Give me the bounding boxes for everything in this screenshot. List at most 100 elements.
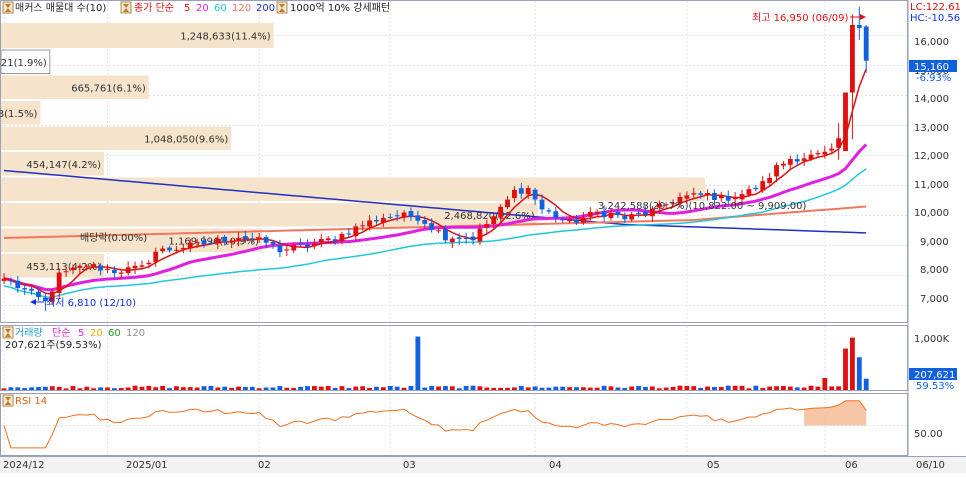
- volume-axis: 1,000K 207,621 59.53%: [909, 334, 957, 392]
- rsi-settings-icon[interactable]: [2, 394, 14, 407]
- volume-bar: [649, 386, 655, 390]
- volume-bar: [236, 386, 241, 390]
- ma-legend-icon[interactable]: [120, 1, 132, 14]
- volume-bar: [498, 387, 504, 390]
- candle-body: [408, 210, 414, 218]
- candle-body: [401, 212, 407, 218]
- ma-200-line: [3, 169, 867, 234]
- volume-bar: [84, 386, 90, 390]
- volume-bar: [712, 387, 717, 390]
- candle-body: [594, 211, 600, 214]
- candle-body: [36, 291, 41, 298]
- volume-bar: [311, 386, 317, 390]
- price-tick: 16,000: [914, 37, 949, 48]
- price-tick: 14,000: [914, 94, 949, 105]
- volume-bar: [56, 386, 62, 390]
- volume-bar: [629, 386, 635, 390]
- candle-body: [580, 217, 586, 223]
- hc-value: HC:-10.56: [910, 13, 960, 24]
- volume-ma-60: 60: [108, 328, 121, 339]
- volume-bar: [15, 387, 21, 390]
- volume-bar: [532, 386, 538, 390]
- pattern-icon[interactable]: [276, 1, 288, 14]
- candle-body: [243, 236, 248, 239]
- volume-bar: [643, 387, 648, 390]
- candle-body: [56, 272, 62, 293]
- volume-panel[interactable]: [0, 325, 908, 391]
- volume-profile-label: 207,621(1.9%): [0, 58, 47, 69]
- candle-body: [422, 220, 428, 224]
- dividend-annotation: 배당락(0.00%): [80, 232, 147, 244]
- high-arrow-icon: [850, 14, 866, 20]
- candle-body: [208, 242, 214, 244]
- candle-body: [8, 280, 14, 282]
- candle-body: [63, 271, 69, 273]
- volume-ma-5: 5: [78, 328, 84, 339]
- hourglass-icon[interactable]: [2, 1, 14, 14]
- candle-body: [284, 249, 290, 251]
- candle-body: [91, 264, 97, 267]
- candle-body: [801, 158, 807, 161]
- volume-ma-20: 20: [90, 328, 103, 339]
- candle-body: [636, 212, 641, 214]
- candle-body: [325, 238, 331, 241]
- candle-body: [236, 237, 241, 242]
- candle-body: [42, 297, 48, 302]
- price-panel[interactable]: [0, 0, 908, 323]
- volume-bar: [270, 387, 276, 390]
- rsi-panel[interactable]: [0, 393, 908, 456]
- candle-body: [843, 92, 848, 151]
- candle-body: [856, 25, 862, 28]
- candle-body: [298, 243, 304, 245]
- candle-body: [394, 215, 400, 217]
- candle-body: [360, 225, 366, 227]
- volume-bar: [560, 386, 566, 390]
- volume-bar: [636, 386, 641, 390]
- volume-bar: [118, 387, 124, 390]
- volume-bar: [160, 385, 166, 390]
- volume-bar: [698, 387, 704, 390]
- volume-bar: [380, 387, 386, 390]
- volume-profile-bar: [1, 126, 232, 150]
- volume-bar: [663, 387, 669, 390]
- candle-body: [518, 188, 524, 194]
- volume-bar: [256, 388, 262, 390]
- volume-bar: [167, 388, 172, 390]
- candle-body: [574, 220, 579, 223]
- candle-body: [463, 237, 469, 239]
- volume-bar: [822, 378, 828, 390]
- volume-bar: [174, 386, 179, 390]
- volume-bar: [387, 385, 393, 390]
- candle-body: [539, 199, 545, 210]
- volume-bar: [546, 387, 552, 390]
- candle-body: [291, 244, 297, 251]
- volume-bar: [305, 386, 310, 390]
- volume-bar: [394, 386, 400, 390]
- ma-period-5: 5: [184, 3, 190, 14]
- volume-bar: [201, 386, 207, 390]
- candle-body: [477, 228, 483, 242]
- low-annotation: 최저 6,810 (12/10): [46, 297, 136, 309]
- price-tick: 10,000: [914, 208, 949, 219]
- volume-profile-label: 1,048,050(9.6%): [144, 134, 228, 145]
- volume-bar: [263, 387, 269, 390]
- volume-profile-bar: [1, 177, 705, 201]
- x-label: 05: [707, 460, 720, 471]
- volume-bar: [677, 385, 683, 390]
- candle-body: [249, 238, 255, 240]
- candle-body: [263, 237, 269, 243]
- volume-bar: [415, 336, 421, 390]
- volume-bar: [215, 387, 221, 390]
- volume-bar: [505, 387, 510, 390]
- volume-settings-icon[interactable]: [2, 326, 14, 339]
- price-tick: 13,000: [914, 123, 949, 134]
- candle-body: [836, 138, 842, 148]
- candle-body: [863, 26, 869, 61]
- x-label: 06: [845, 460, 858, 471]
- current-price-badge: [909, 60, 957, 72]
- volume-bar: [222, 386, 228, 390]
- price-change: -6.93%: [916, 73, 951, 84]
- volume-bar: [456, 388, 462, 390]
- volume-bar: [449, 386, 455, 390]
